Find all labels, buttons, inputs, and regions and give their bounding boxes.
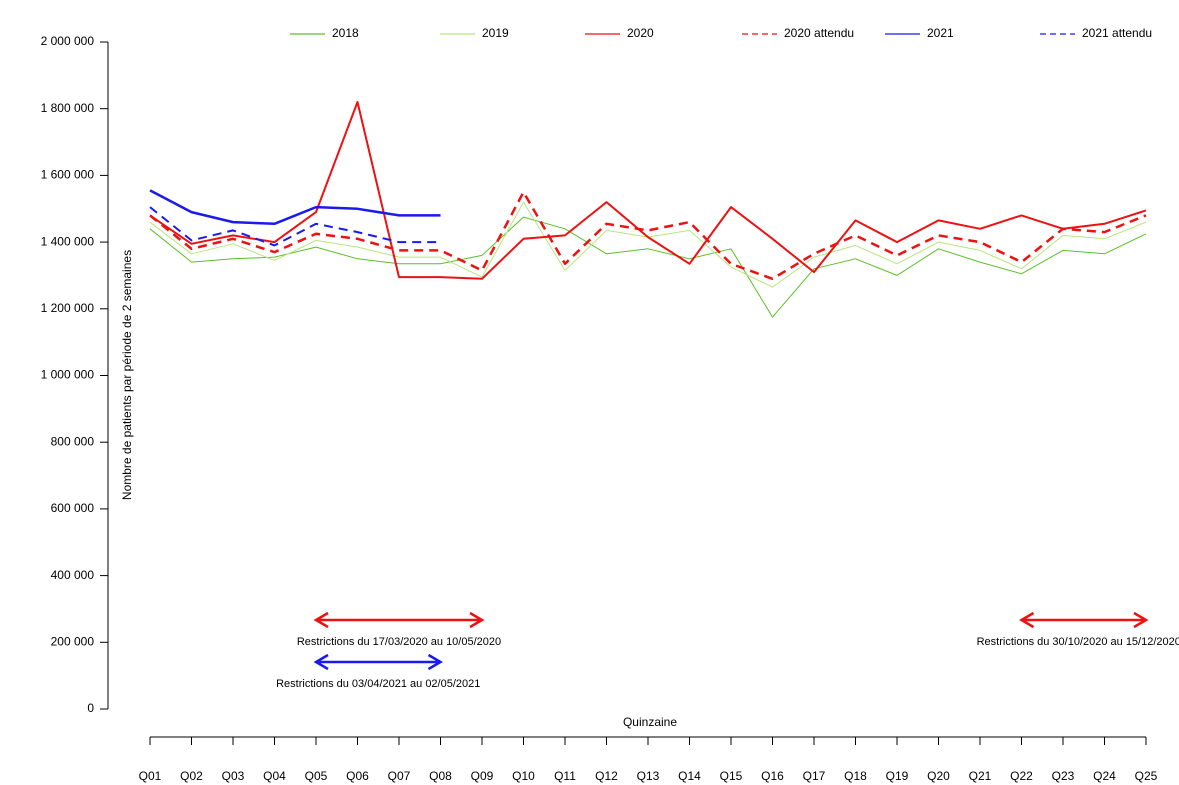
y-tick-label: 1 400 000 [41, 234, 95, 248]
x-tick-label: Q17 [803, 769, 826, 783]
x-tick-label: Q22 [1010, 769, 1033, 783]
y-tick-label: 0 [87, 701, 94, 715]
x-tick-label: Q12 [595, 769, 618, 783]
x-tick-label: Q15 [720, 769, 743, 783]
legend-label: 2020 [627, 26, 654, 40]
series-line [149, 101, 1147, 280]
y-axis-label: Nombre de patients par période de 2 sema… [120, 250, 134, 500]
series-line [149, 216, 1147, 318]
x-tick-label: Q02 [180, 769, 203, 783]
legend-label: 2018 [332, 26, 359, 40]
legend-label: 2020 attendu [784, 26, 854, 40]
y-tick-label: 200 000 [51, 634, 95, 648]
annotation-text: Restrictions du 17/03/2020 au 10/05/2020 [297, 636, 501, 648]
y-tick-label: 600 000 [51, 501, 95, 515]
y-tick-label: 800 000 [51, 434, 95, 448]
y-tick-label: 1 000 000 [41, 368, 95, 382]
x-tick-label: Q01 [139, 769, 162, 783]
x-tick-label: Q03 [222, 769, 245, 783]
x-tick-label: Q23 [1052, 769, 1075, 783]
restriction-arrow [1019, 611, 1149, 629]
x-tick-label: Q11 [554, 769, 576, 783]
x-tick-label: Q20 [927, 769, 950, 783]
y-tick-label: 1 200 000 [41, 301, 95, 315]
x-tick-label: Q16 [761, 769, 784, 783]
x-tick-label: Q10 [512, 769, 535, 783]
annotation-text: Restrictions du 30/10/2020 au 15/12/2020 [977, 636, 1179, 648]
annotation-text: Restrictions du 03/04/2021 au 02/05/2021 [276, 678, 480, 690]
y-tick-label: 1 600 000 [41, 168, 95, 182]
x-tick-label: Q13 [637, 769, 660, 783]
x-tick-label: Q04 [263, 769, 286, 783]
x-tick-label: Q18 [844, 769, 867, 783]
x-tick-label: Q08 [429, 769, 452, 783]
legend-label: 2019 [482, 26, 509, 40]
x-tick-label: Q06 [346, 769, 369, 783]
y-tick-label: 2 000 000 [41, 34, 95, 48]
y-tick-label: 1 800 000 [41, 101, 95, 115]
x-tick-label: Q07 [388, 769, 411, 783]
x-tick-label: Q19 [886, 769, 909, 783]
restriction-arrow [313, 653, 443, 671]
x-tick-label: Q05 [305, 769, 328, 783]
series-line [149, 189, 441, 226]
series-line [149, 206, 441, 247]
x-tick-label: Q09 [471, 769, 494, 783]
x-tick-label: Q25 [1135, 769, 1158, 783]
y-tick-label: 400 000 [51, 568, 95, 582]
x-axis-label: Quinzaine [623, 715, 677, 729]
legend-label: 2021 [927, 26, 954, 40]
x-tick-label: Q21 [969, 769, 992, 783]
series-line [149, 190, 1147, 281]
x-tick-label: Q24 [1093, 769, 1116, 783]
legend-label: 2021 attendu [1082, 26, 1152, 40]
restriction-arrow [313, 611, 485, 629]
x-tick-label: Q14 [678, 769, 701, 783]
